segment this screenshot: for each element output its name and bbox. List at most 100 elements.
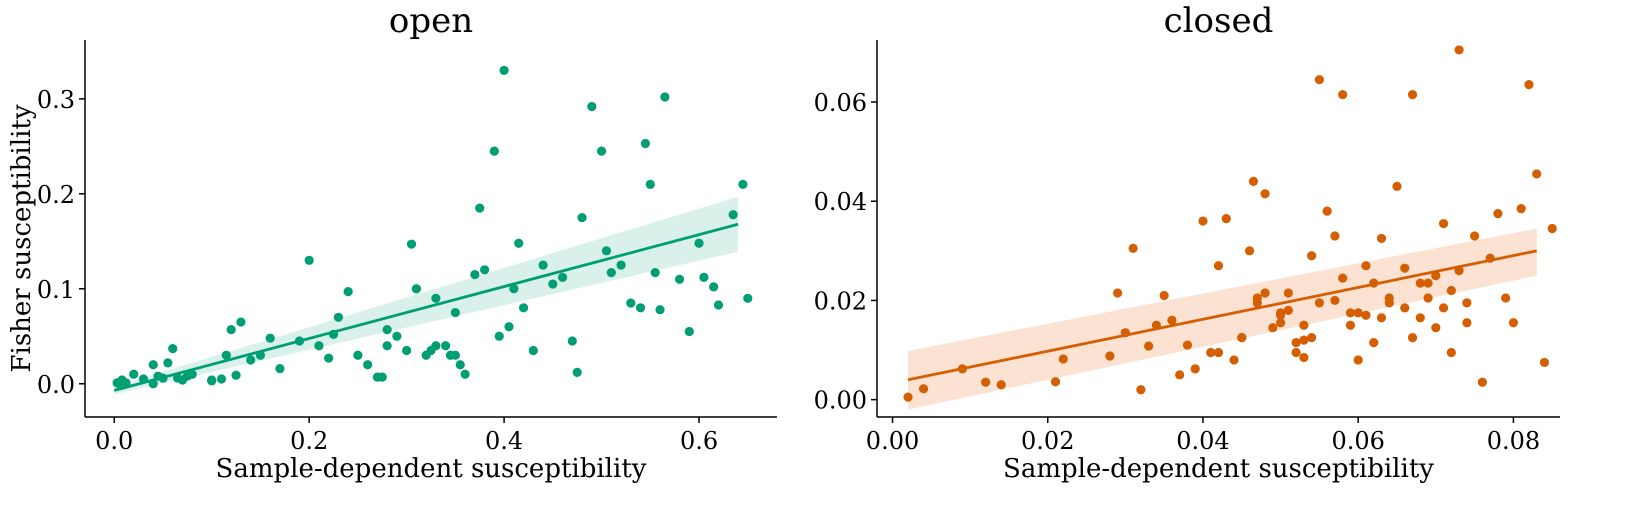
data-point [1446,347,1456,358]
data-point [1229,355,1239,365]
data-point [548,279,558,289]
data-point [1330,295,1340,306]
data-point [728,210,738,220]
data-point [324,353,334,363]
data-point [1353,308,1363,318]
data-point [1322,206,1332,216]
data-point [1361,310,1371,320]
data-point [377,372,387,382]
data-point [163,358,173,368]
data-point [738,179,748,189]
y-tick-label: 0.04 [814,188,867,216]
data-point [694,238,704,248]
data-point [1283,288,1293,298]
data-point [981,377,991,387]
data-point [1470,231,1480,241]
data-point [1144,341,1154,351]
x-tick-label: 0.06 [1331,427,1384,455]
data-point [494,331,504,341]
data-point [1376,313,1387,323]
x-axis-label: Sample-dependent susceptibility [1003,454,1434,484]
data-point [1283,305,1293,315]
data-point [216,374,227,384]
data-point [1213,261,1224,271]
x-tick-label: 0.2 [290,427,328,455]
data-point [431,341,441,351]
chart-title: closed [1164,1,1274,41]
data-point [1275,308,1286,318]
data-point [406,239,417,249]
data-point [275,363,285,374]
data-point [918,384,929,394]
data-point [1330,231,1340,241]
data-point [504,322,514,332]
data-point [187,369,197,379]
data-point [1361,261,1371,271]
data-point [1190,364,1200,374]
data-point [480,265,490,275]
data-point [1532,169,1542,179]
x-tick-label: 0.02 [1021,427,1074,455]
data-point [1462,318,1472,328]
data-point [304,255,314,265]
data-point [1260,288,1270,298]
data-point [207,376,217,386]
data-point [382,325,392,335]
data-point [1477,377,1487,387]
data-point [363,360,373,370]
data-point [1307,333,1317,343]
y-tick-label: 0.06 [814,89,867,117]
data-point [450,307,460,318]
data-point [684,326,694,337]
data-point [1299,335,1309,345]
data-point [1175,370,1185,380]
data-point [489,146,499,156]
data-point [1338,89,1348,100]
data-point [353,350,363,360]
data-point [231,370,241,380]
data-point [1058,354,1068,364]
data-point [431,293,441,303]
data-point [709,282,719,292]
data-point [640,138,651,149]
data-point [596,146,607,156]
x-tick-label: 0.00 [866,427,919,455]
data-point [1407,333,1418,343]
data-point [1291,347,1301,358]
data-point [518,303,529,313]
data-point [333,312,344,322]
data-point [660,92,670,102]
data-point [343,287,353,297]
data-point [514,238,524,248]
data-point [1376,233,1387,244]
data-point [743,293,753,303]
regression-line [907,249,1537,382]
x-tick-label: 0.4 [485,427,523,455]
y-axis-label: Fisher susceptibility [7,104,37,372]
data-point [1159,290,1169,301]
data-point [129,369,139,379]
data-point [1213,347,1224,358]
y-tick-label: 0.02 [814,287,867,315]
data-point [1314,298,1324,308]
data-point [1516,204,1526,214]
y-tick-label: 0.2 [37,181,75,209]
data-point [265,333,275,343]
data-point [1423,293,1433,303]
data-point [392,331,402,341]
data-point [1400,263,1410,273]
data-point [1244,246,1255,256]
data-point [903,392,913,402]
data-point [557,272,568,283]
data-point [1237,333,1247,343]
data-point [528,345,538,356]
data-point [655,305,665,315]
data-point [1524,80,1534,90]
data-point [1454,45,1464,55]
data-point [460,369,470,379]
data-point [1299,320,1309,330]
data-point [1345,320,1356,330]
y-tick-label: 0.0 [37,371,75,399]
data-point [168,344,178,354]
data-point [1198,216,1208,226]
